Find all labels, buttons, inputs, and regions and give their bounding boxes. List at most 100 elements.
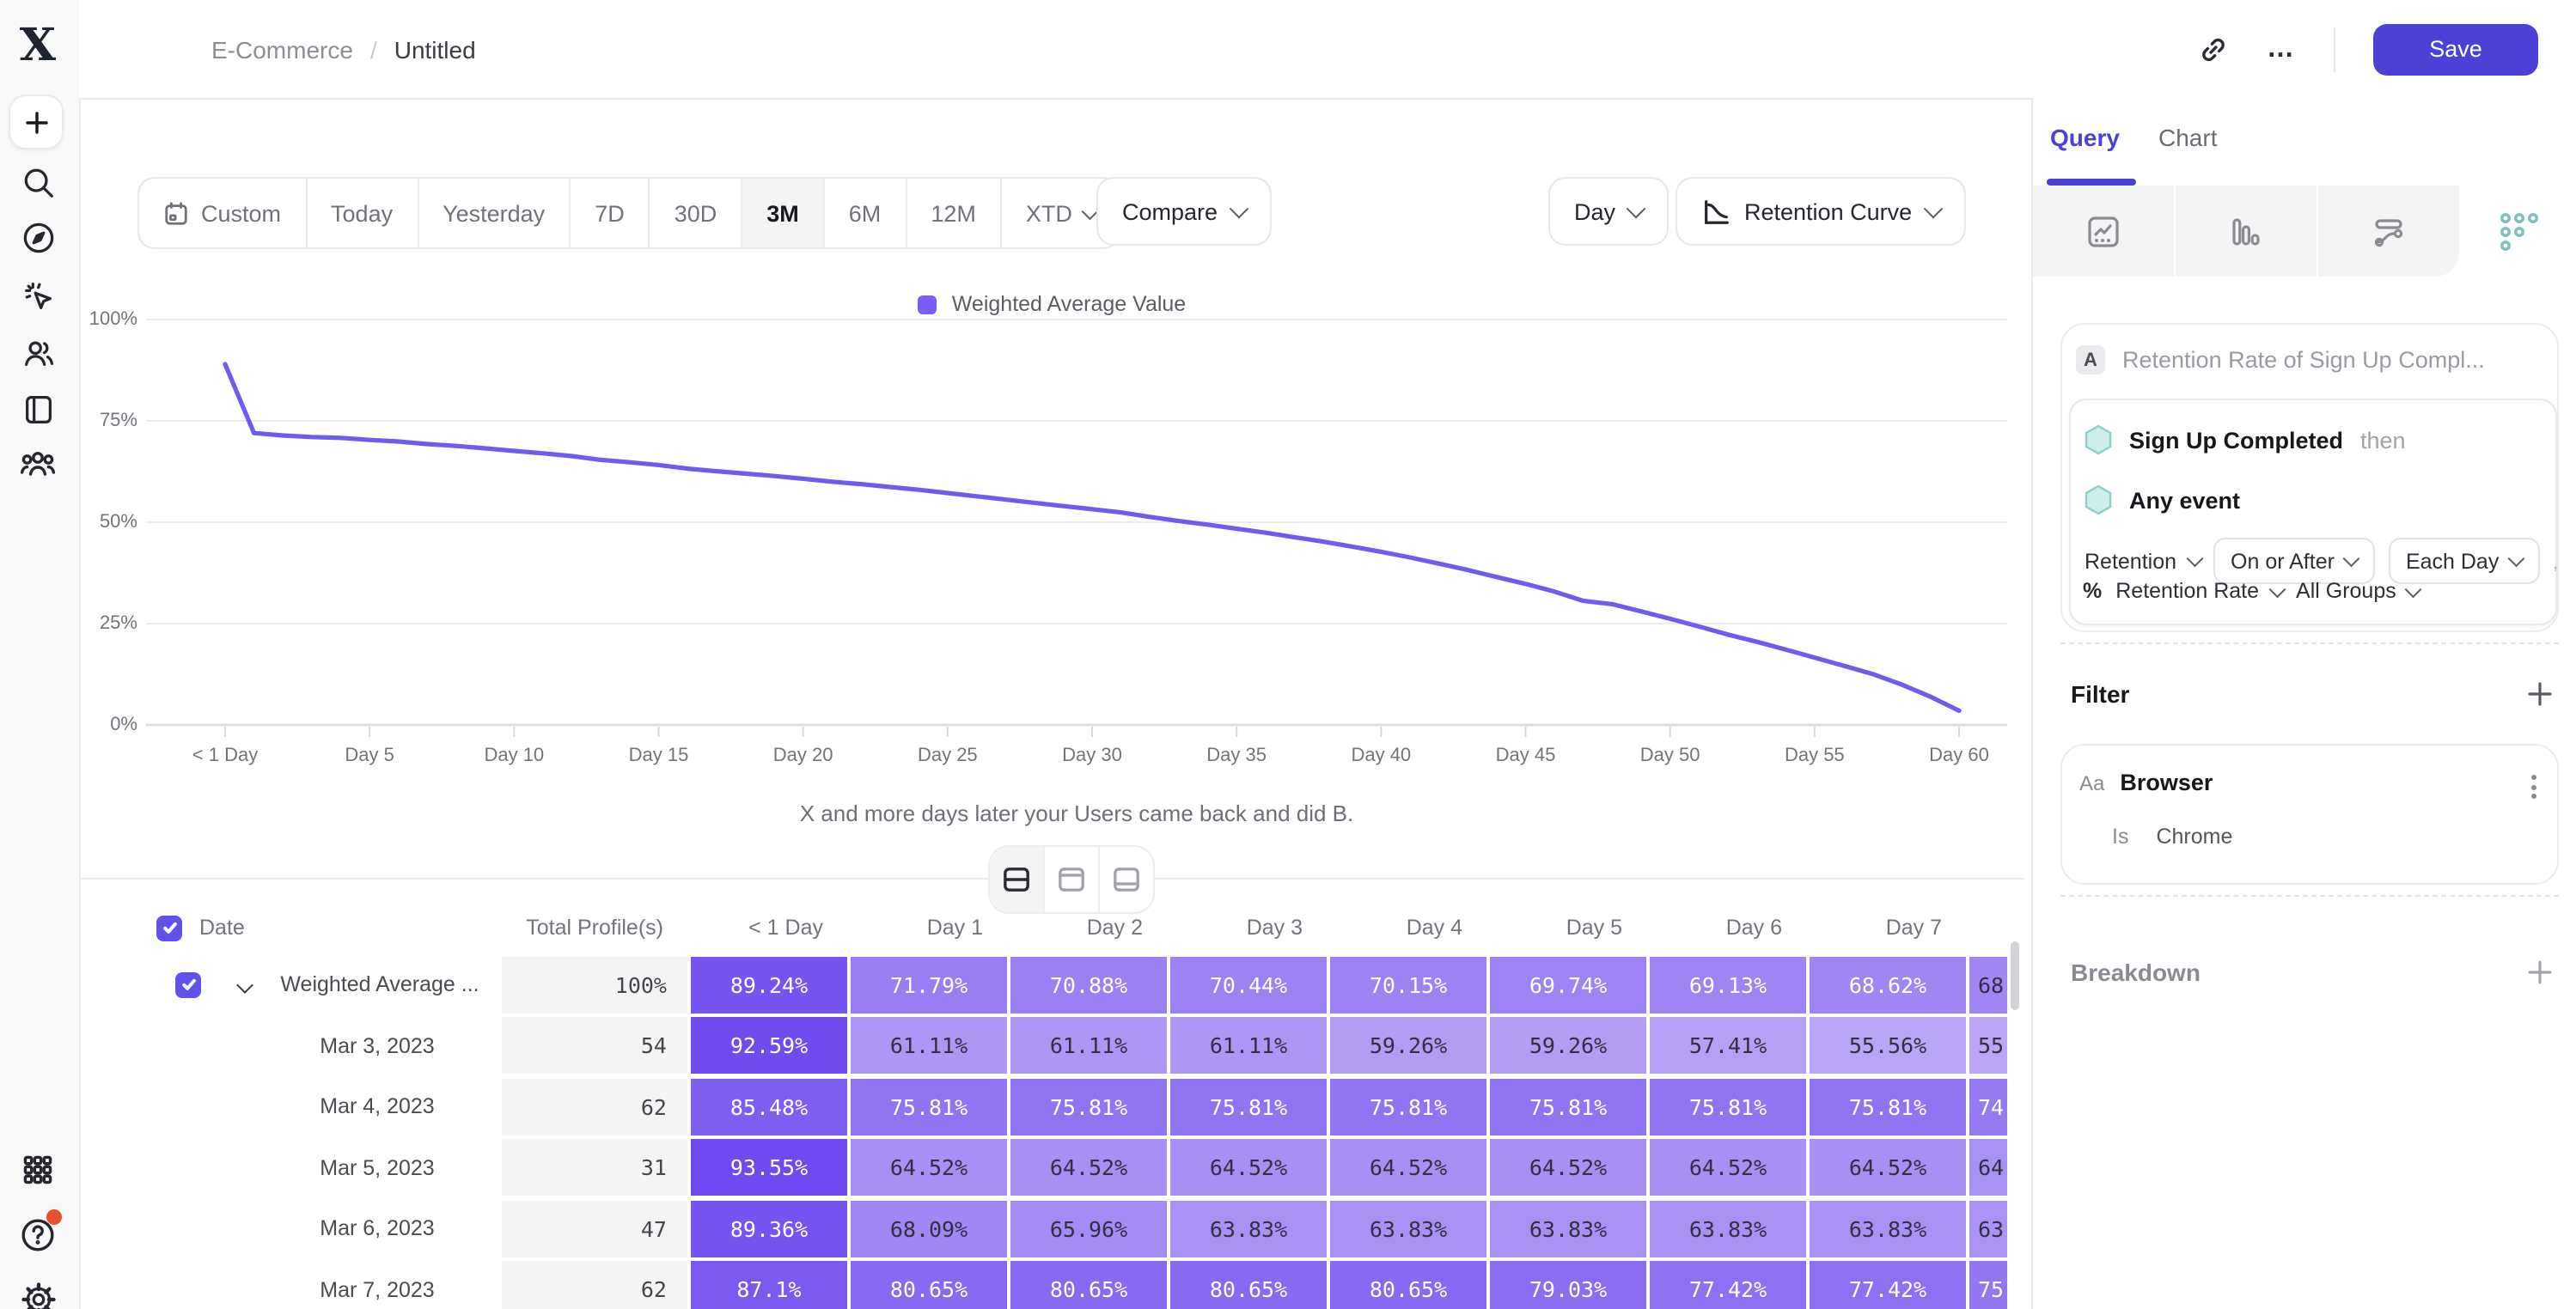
settings-gear-icon[interactable] [15,1276,60,1309]
retention-cell[interactable]: 64.52% [1330,1139,1486,1196]
retention-cell[interactable]: 70.88% [1010,956,1167,1013]
query-title[interactable]: Retention Rate of Sign Up Compl... [2122,347,2485,373]
retention-cell[interactable]: 61.11% [851,1017,1007,1074]
retention-cell[interactable]: 70.44% [1170,956,1327,1013]
column-header[interactable]: Day 4 [1406,916,1462,940]
column-header[interactable]: Day 3 [1246,916,1303,940]
retention-cell[interactable]: 63.83% [1170,1200,1327,1257]
measure-metric-dropdown[interactable]: Retention Rate [2115,579,2285,603]
filter-operator[interactable]: Is [2112,825,2129,849]
bottom-panel-view-toggle[interactable] [1100,847,1153,912]
retention-cell[interactable]: 63.83% [1490,1200,1646,1257]
retention-cell[interactable]: 63.83% [1330,1200,1486,1257]
retention-cell[interactable]: 75.81% [851,1078,1007,1135]
column-header[interactable]: Day 7 [1885,916,1942,940]
app-logo-icon[interactable]: X [19,21,57,72]
retention-cell[interactable]: 69.74% [1490,956,1646,1013]
filter-value[interactable]: Chrome [2156,825,2233,849]
event-row[interactable]: Sign Up Completed then [2085,424,2538,455]
retention-cell[interactable]: 75.81% [1010,1078,1167,1135]
range-30d[interactable]: 30D [650,179,743,247]
retention-cell[interactable]: 75 [1969,1261,2007,1309]
column-header[interactable]: Total Profile(s) [526,916,663,940]
groups-dropdown[interactable]: All Groups [2296,579,2422,603]
breadcrumb-parent[interactable]: E-Commerce [211,35,353,63]
filter-card[interactable]: Aa Browser Is Chrome [2060,744,2559,885]
retention-cell[interactable]: 75.81% [1810,1078,1966,1135]
split-view-toggle[interactable] [990,847,1045,912]
retention-cell[interactable]: 63.83% [1810,1200,1966,1257]
event-row[interactable]: Any event [2085,484,2538,515]
retention-cell[interactable]: 79.03% [1490,1261,1646,1309]
cursor-click-icon[interactable] [15,273,60,318]
retention-cell[interactable]: 92.59% [691,1017,847,1074]
insights-line-chart-icon[interactable] [2033,186,2176,277]
retention-cell[interactable]: 55 [1969,1017,2007,1074]
column-header[interactable] [1969,904,2007,952]
viz-type-dropdown[interactable]: Retention Curve [1676,177,1966,246]
retention-cell[interactable]: 64.52% [1810,1139,1966,1196]
retention-cell[interactable]: 64 [1969,1139,2007,1196]
retention-cell[interactable]: 75.81% [1170,1078,1327,1135]
retention-cell[interactable]: 75.81% [1650,1078,1806,1135]
range-6m[interactable]: 6M [825,179,907,247]
share-link-icon[interactable] [2198,33,2229,64]
expand-row-chevron-icon[interactable] [236,976,254,993]
range-xtd[interactable]: XTD [1002,179,1120,247]
retention-cell[interactable]: 93.55% [691,1139,847,1196]
retention-cell[interactable]: 80.65% [851,1261,1007,1309]
range-custom[interactable]: Custom [139,179,308,247]
retention-cell[interactable]: 77.42% [1650,1261,1806,1309]
select-all-checkbox[interactable] [156,915,182,941]
retention-cell[interactable]: 63 [1969,1200,2007,1257]
retention-cell[interactable]: 69.13% [1650,956,1806,1013]
filter-property[interactable]: Browser [2120,770,2213,795]
retention-cell[interactable]: 70.15% [1330,956,1486,1013]
breadcrumb-current[interactable]: Untitled [394,35,476,63]
table-scrollbar[interactable] [2011,941,2019,1010]
retention-cell[interactable]: 68 [1969,956,2007,1013]
retention-cell[interactable]: 59.26% [1490,1017,1646,1074]
range-12m[interactable]: 12M [906,179,1002,247]
retention-cell[interactable]: 77.42% [1810,1261,1966,1309]
retention-cell[interactable]: 64.52% [1490,1139,1646,1196]
retention-cell[interactable]: 89.36% [691,1200,847,1257]
add-breakdown-button[interactable] [2526,959,2554,986]
retention-cell[interactable]: 63.83% [1650,1200,1806,1257]
retention-cell[interactable]: 65.96% [1010,1200,1167,1257]
top-panel-view-toggle[interactable] [1045,847,1100,912]
compare-button[interactable]: Compare [1096,177,1272,246]
users-icon[interactable] [15,330,60,374]
granularity-dropdown[interactable]: Day [1548,177,1670,246]
retention-cell[interactable]: 87.1% [691,1261,847,1309]
retention-cell[interactable]: 64.52% [1010,1139,1167,1196]
column-header[interactable]: Day 2 [1086,916,1143,940]
tab-query[interactable]: Query [2050,98,2120,177]
on-or-after-dropdown[interactable]: On or After [2213,538,2375,584]
each-day-dropdown[interactable]: Each Day [2388,538,2540,584]
range-today[interactable]: Today [307,179,419,247]
add-filter-button[interactable] [2526,680,2554,708]
retention-cell[interactable]: 71.79% [851,956,1007,1013]
retention-cell[interactable]: 74 [1969,1078,2007,1135]
notebook-icon[interactable] [15,387,60,431]
flows-icon[interactable] [2318,186,2459,277]
retention-cell[interactable]: 85.48% [691,1078,847,1135]
retention-cell[interactable]: 75.81% [1330,1078,1486,1135]
row-checkbox[interactable] [175,971,202,997]
compass-icon[interactable] [15,215,60,259]
retention-cell[interactable]: 55.56% [1810,1017,1966,1074]
retention-cell[interactable]: 80.65% [1170,1261,1327,1309]
retention-cell[interactable]: 80.65% [1330,1261,1486,1309]
cohort-group-icon[interactable] [15,441,60,486]
column-header[interactable]: Day 6 [1725,916,1782,940]
range-7d[interactable]: 7D [571,179,650,247]
filter-kebab-menu[interactable] [2531,775,2536,799]
retention-cell[interactable]: 89.24% [691,956,847,1013]
retention-cell[interactable]: 59.26% [1330,1017,1486,1074]
range-3m[interactable]: 3M [742,179,825,247]
retention-cell[interactable]: 64.52% [1170,1139,1327,1196]
tab-chart[interactable]: Chart [2158,98,2217,177]
retention-cell[interactable]: 64.52% [851,1139,1007,1196]
